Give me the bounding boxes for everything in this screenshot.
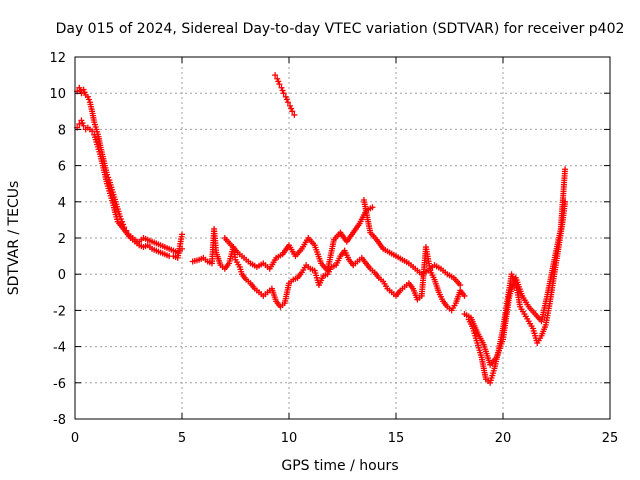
y-tick-label: -2	[53, 304, 66, 319]
data-points	[74, 72, 569, 386]
data-point	[369, 204, 376, 211]
y-tick-label: 12	[49, 51, 66, 66]
data-point	[89, 128, 96, 135]
data-point	[457, 282, 464, 289]
data-point-dense	[283, 96, 290, 103]
y-tick-label: 10	[49, 87, 66, 102]
y-tick-label: 8	[58, 123, 66, 138]
data-point	[76, 84, 83, 91]
data-point	[287, 102, 294, 109]
y-tick-label: 6	[58, 160, 66, 175]
data-point	[289, 108, 296, 115]
data-point	[84, 93, 91, 100]
data-point	[80, 122, 87, 129]
chart-title: Day 015 of 2024, Sidereal Day-to-day VTE…	[56, 21, 625, 37]
data-point-dense	[85, 96, 92, 103]
data-point-dense	[79, 120, 86, 127]
data-point	[274, 75, 281, 82]
data-point-dense	[288, 105, 295, 112]
data-point-dense	[81, 89, 88, 96]
data-point	[272, 72, 279, 79]
data-point	[282, 93, 289, 100]
y-tick-label: -6	[53, 377, 66, 392]
grid	[75, 57, 610, 419]
y-tick-label: 4	[58, 196, 66, 211]
x-axis-label: GPS time / hours	[281, 458, 398, 474]
data-point	[291, 111, 298, 118]
x-tick-label: 20	[495, 431, 512, 446]
x-tick-label: 15	[388, 431, 405, 446]
y-tick-label: 2	[58, 232, 66, 247]
axis-ticks: 0 5 10 15 20 25 -8 -6 -4 -2 0 2 4 6 8 10 12	[49, 51, 618, 446]
x-tick-label: 25	[602, 431, 619, 446]
data-point-dense	[275, 78, 282, 85]
data-point	[80, 86, 87, 93]
y-tick-label: 0	[58, 268, 66, 283]
data-point	[461, 292, 468, 299]
data-point	[562, 166, 569, 173]
x-tick-label: 5	[178, 431, 186, 446]
y-axis-label: SDTVAR / TECUs	[6, 181, 22, 296]
data-point	[280, 90, 287, 97]
data-point-dense	[77, 87, 84, 94]
data-point	[76, 120, 83, 127]
y-tick-label: -4	[53, 341, 66, 356]
y-tick-label: -8	[53, 413, 66, 428]
data-point	[278, 84, 285, 91]
x-tick-label: 10	[281, 431, 298, 446]
x-tick-label: 0	[71, 431, 79, 446]
data-point	[179, 231, 185, 238]
data-point	[276, 81, 283, 88]
data-point	[284, 99, 291, 106]
data-point-dense	[279, 87, 286, 94]
data-point	[78, 117, 85, 124]
